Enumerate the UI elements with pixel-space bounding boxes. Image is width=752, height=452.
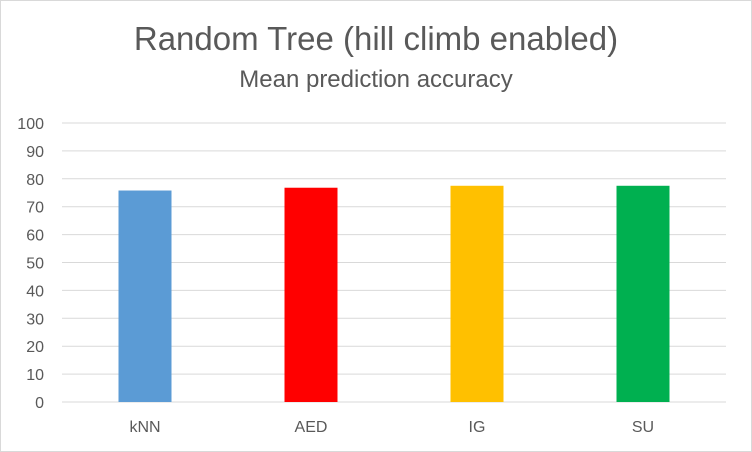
bar-aed <box>284 187 338 402</box>
chart-title: Random Tree (hill climb enabled) <box>133 20 619 57</box>
y-tick-label: 30 <box>26 311 44 328</box>
x-tick-label: AED <box>295 419 328 436</box>
x-tick-label: IG <box>469 419 486 436</box>
y-tick-label: 90 <box>26 144 44 161</box>
x-axis-ticks: kNN AED IG SU <box>129 419 654 436</box>
y-tick-label: 70 <box>26 200 44 217</box>
y-tick-label: 40 <box>26 283 44 300</box>
y-tick-label: 100 <box>17 116 44 133</box>
y-axis-ticks: 0 10 20 30 40 50 60 70 80 90 100 <box>17 116 44 412</box>
bar-ig <box>450 185 504 402</box>
x-tick-label: kNN <box>129 419 160 436</box>
x-tick-label: SU <box>632 419 654 436</box>
bars <box>118 185 670 402</box>
y-tick-label: 20 <box>26 339 44 356</box>
bar-knn <box>118 190 172 402</box>
chart-subtitle: Mean prediction accuracy <box>239 66 513 93</box>
y-tick-label: 60 <box>26 228 44 245</box>
y-tick-label: 10 <box>26 367 44 384</box>
y-tick-label: 50 <box>26 256 44 273</box>
gridlines <box>62 122 726 403</box>
bar-su <box>616 185 670 402</box>
y-tick-label: 80 <box>26 172 44 189</box>
y-tick-label: 0 <box>35 395 44 412</box>
